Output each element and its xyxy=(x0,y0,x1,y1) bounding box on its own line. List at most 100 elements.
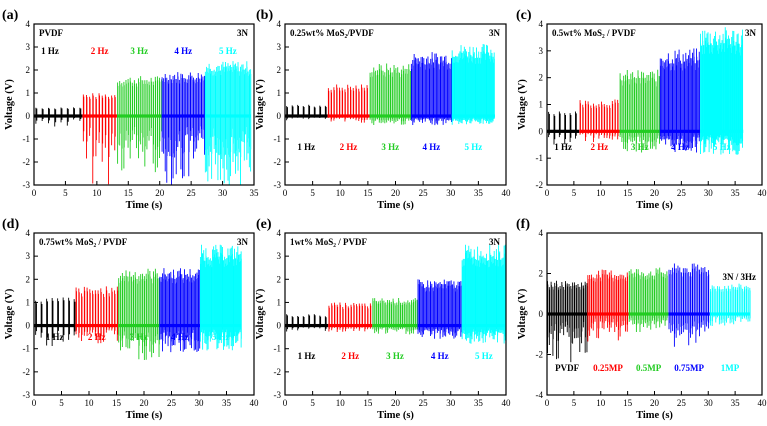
y-tick-label: 4 xyxy=(277,228,282,238)
y-tick-label: -2 xyxy=(23,157,31,167)
y-tick-label: -2 xyxy=(274,157,282,167)
panel-c: 0 5 10 15 20 25 30 35 40 -2 -1 0 1 2 3 4 Time (s) Voltage… xyxy=(516,8,767,211)
x-tick-label: 25 xyxy=(677,398,687,408)
series-1-spikes xyxy=(547,280,588,363)
series-label: 1 Hz xyxy=(46,332,64,342)
y-tick-label: 0 xyxy=(277,111,282,121)
x-axis-label: Time (s) xyxy=(377,200,414,211)
y-tick-label: 3 xyxy=(539,46,544,56)
series-baseline-4 xyxy=(159,323,201,328)
x-tick-label: 20 xyxy=(155,188,165,198)
y-tick-label: -2 xyxy=(23,367,31,377)
x-tick-label: 15 xyxy=(124,188,134,198)
series-label: 5 Hz xyxy=(713,142,731,152)
x-tick-label: 15 xyxy=(112,398,122,408)
series-5-spikes xyxy=(709,283,751,327)
x-tick-label: 40 xyxy=(502,398,512,408)
series-5-spikes xyxy=(700,27,744,155)
x-tick-label: 0 xyxy=(32,398,37,408)
series-baseline-4 xyxy=(161,114,205,118)
signal-traces xyxy=(34,61,252,185)
x-tick-label: 15 xyxy=(363,188,373,198)
series-4-spikes xyxy=(659,48,700,153)
series-label: 3 Hz xyxy=(130,332,148,342)
y-tick-label: 4 xyxy=(277,19,282,29)
series-label: 1 Hz xyxy=(297,142,315,152)
series-label: 0.75MP xyxy=(674,363,704,373)
series-label: PVDF xyxy=(555,363,579,373)
y-tick-label: 0 xyxy=(26,321,31,331)
series-5-spikes xyxy=(204,61,252,185)
y-axis-label: Voltage (V) xyxy=(255,288,266,339)
y-tick-label: 3 xyxy=(26,42,31,52)
series-label: 3 Hz xyxy=(381,142,399,152)
y-tick-label: 0 xyxy=(277,321,282,331)
series-3-spikes xyxy=(117,76,163,173)
x-tick-label: 5 xyxy=(59,398,64,408)
x-axis-label: Time (s) xyxy=(126,200,163,211)
series-4-spikes xyxy=(668,263,710,347)
y-tick-label: 3 xyxy=(26,251,31,261)
series-5-spikes xyxy=(451,44,495,125)
x-tick-label: 0 xyxy=(283,398,288,408)
signal-traces xyxy=(547,263,751,363)
series-3-spikes xyxy=(372,297,418,335)
x-tick-label: 40 xyxy=(758,398,767,408)
y-tick-label: -1 xyxy=(274,344,282,354)
y-tick-label: 0 xyxy=(26,111,31,121)
y-tick-label: 3 xyxy=(277,251,282,261)
series-5-spikes xyxy=(199,244,242,351)
panel-title: 1wt% MoS₂ / PVDF xyxy=(290,237,367,247)
panel-label: (c) xyxy=(516,8,532,23)
series-baseline-1 xyxy=(285,114,328,118)
x-tick-label: 5 xyxy=(572,188,577,198)
y-tick-label: -3 xyxy=(23,390,31,400)
x-tick-label: 30 xyxy=(704,398,714,408)
panel-f: 0 5 10 15 20 25 30 35 40 -4 -2 0 2 4 Time (s) Voltage (… xyxy=(516,217,767,421)
series-label: 1MP xyxy=(721,363,740,373)
series-label: 4 Hz xyxy=(431,351,449,361)
force-label: 3N xyxy=(489,237,501,247)
y-tick-label: 4 xyxy=(539,228,544,238)
series-label: 0.25MP xyxy=(593,363,623,373)
series-1-spikes xyxy=(286,104,327,121)
y-axis-label: Voltage (V) xyxy=(255,79,266,130)
series-baseline-2 xyxy=(75,323,119,328)
x-tick-label: 10 xyxy=(85,398,95,408)
series-label: 2 Hz xyxy=(340,142,358,152)
series-2-spikes xyxy=(328,302,372,332)
series-1-spikes xyxy=(548,111,577,145)
series-5-spikes xyxy=(461,244,506,344)
y-tick-label: -3 xyxy=(274,180,282,190)
y-tick-label: 4 xyxy=(539,19,544,29)
x-tick-label: 20 xyxy=(650,188,660,198)
series-label: 5 Hz xyxy=(212,332,230,342)
x-tick-label: 25 xyxy=(677,188,687,198)
series-label: 5 Hz xyxy=(219,46,237,56)
panel-label: (d) xyxy=(2,217,19,232)
y-tick-label: -2 xyxy=(536,350,544,360)
plot-frame xyxy=(33,23,255,186)
series-3-spikes xyxy=(628,267,668,333)
y-tick-label: 1 xyxy=(277,297,282,307)
y-tick-label: 3 xyxy=(277,42,282,52)
x-tick-label: 0 xyxy=(283,188,288,198)
x-tick-label: 10 xyxy=(336,188,346,198)
signal-traces xyxy=(285,244,506,344)
signal-traces xyxy=(34,244,242,360)
y-tick-label: -2 xyxy=(274,367,282,377)
x-tick-label: 25 xyxy=(419,398,429,408)
panel-title: 3N / 3Hz xyxy=(723,272,757,282)
series-baseline-1 xyxy=(34,114,83,118)
series-4-spikes xyxy=(159,268,201,353)
panel-label: (a) xyxy=(2,8,19,23)
x-tick-label: 35 xyxy=(474,398,484,408)
y-axis-label: Voltage (V) xyxy=(4,288,15,339)
x-tick-label: 15 xyxy=(623,188,633,198)
x-tick-label: 40 xyxy=(502,188,512,198)
series-label: 2 Hz xyxy=(341,351,359,361)
panel-label: (e) xyxy=(256,217,272,232)
series-label: 4 Hz xyxy=(171,332,189,342)
y-tick-label: 1 xyxy=(539,100,544,110)
series-4-spikes xyxy=(417,279,462,339)
